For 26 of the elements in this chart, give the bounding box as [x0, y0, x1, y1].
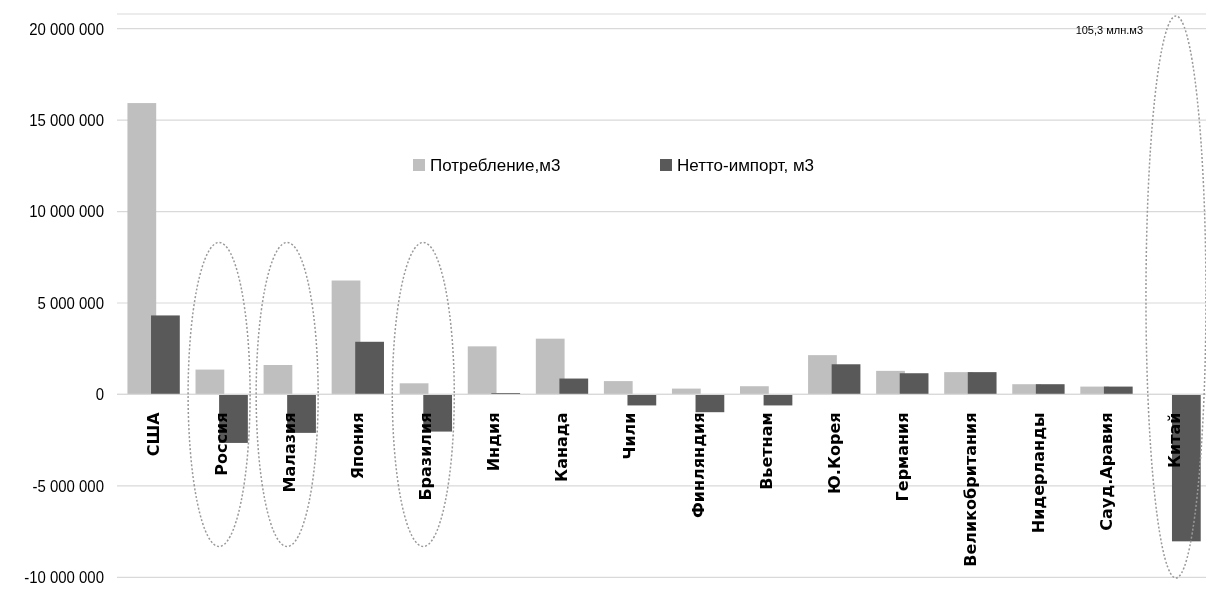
y-tick-label: 15 000 000 [29, 111, 105, 130]
x-tick-label: Финляндия [688, 412, 708, 519]
legend-label: Нетто-импорт, м3 [677, 155, 815, 175]
x-tick-label: Чили [620, 412, 640, 460]
x-tick-label: Индия [484, 412, 504, 472]
x-tick-label: Китай [1164, 412, 1184, 469]
y-tick-label: -5 000 000 [32, 477, 105, 496]
x-tick-label: Канада [552, 412, 572, 482]
x-tick-label: Вьетнам [756, 412, 776, 490]
x-tick-label: Ю.Корея [824, 412, 844, 494]
y-tick-label: 5 000 000 [37, 294, 105, 313]
x-tick-label: Малазия [280, 412, 300, 493]
x-tick-label: Россия [212, 412, 232, 476]
x-tick-label: Нидерланды [1028, 412, 1048, 534]
y-tick-label: 0 [95, 385, 105, 404]
x-tick-label: Сауд.Аравия [1096, 412, 1116, 531]
y-tick-label: 20 000 000 [29, 19, 105, 38]
annotation: 105,3 млн.м3 [1075, 24, 1143, 36]
x-tick-label: Германия [892, 412, 912, 502]
legend-label: Потребление,м3 [430, 155, 561, 175]
x-tick-label: Япония [348, 412, 368, 480]
x-tick-label: Бразилия [416, 412, 436, 501]
x-tick-label: США [144, 411, 164, 457]
y-tick-label: -10 000 000 [24, 568, 105, 587]
x-tick-label: Великобритания [960, 412, 980, 567]
y-tick-label: 10 000 000 [29, 202, 105, 221]
